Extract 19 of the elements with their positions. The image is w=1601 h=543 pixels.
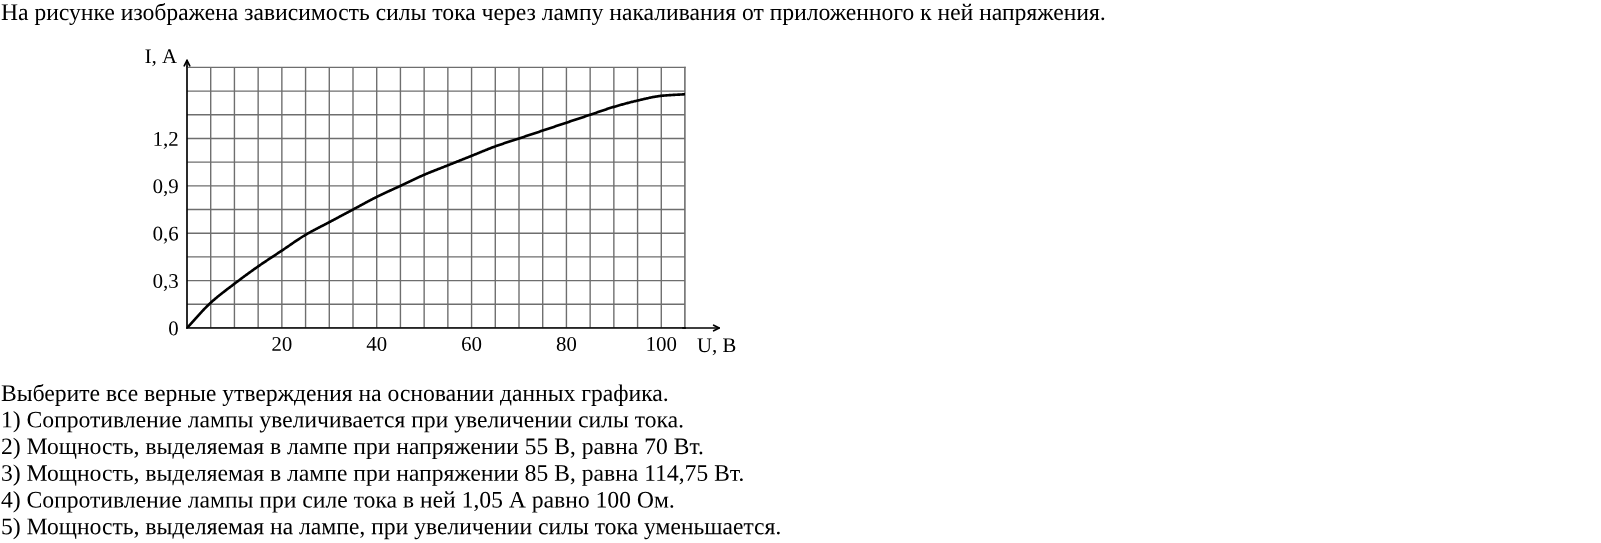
- text: 2) Мощность, выделяемая в лампе при напряжении 55 В, равна 70 Вт.: [2, 437, 703, 460]
- text: 1) Сопротивление лампы увеличивается при увеличении силы тока.: [3, 410, 683, 433]
- x-axis-title: U, В: [697, 338, 736, 356]
- chart-title: На рисунке изображена зависимость силы тока через лампу накаливания от приложенного к ней напряжения.: [1, 3, 1105, 25]
- x-tick-label: 80: [556, 336, 577, 351]
- x-tick-label: 20: [272, 336, 292, 351]
- y-tick-label: 0: [169, 321, 178, 336]
- y-tick-label: 0,3: [153, 273, 178, 292]
- y-tick-label: 1,2: [154, 131, 178, 149]
- text: Выберите все верные утверждения на основании данных графика.: [1, 384, 668, 406]
- x-tick-label: 40: [366, 336, 387, 351]
- text: 5) Мощность, выделяемая на лампе, при увеличении силы тока уменьшается.: [2, 517, 780, 540]
- y-tick-label: 0,9: [153, 179, 178, 197]
- x-tick-label: 60: [462, 336, 482, 351]
- y-tick-label: 0,6: [153, 226, 179, 244]
- x-tick-label: 100: [647, 336, 677, 351]
- text: 3) Мощность, выделяемая в лампе при напряжении 85 В, равна 114,75 Вт.: [2, 464, 743, 486]
- text: 4) Сопротивление лампы при силе тока в ней 1,05 А равно 100 Ом.: [1, 491, 674, 513]
- y-axis-title: I, А: [145, 49, 177, 67]
